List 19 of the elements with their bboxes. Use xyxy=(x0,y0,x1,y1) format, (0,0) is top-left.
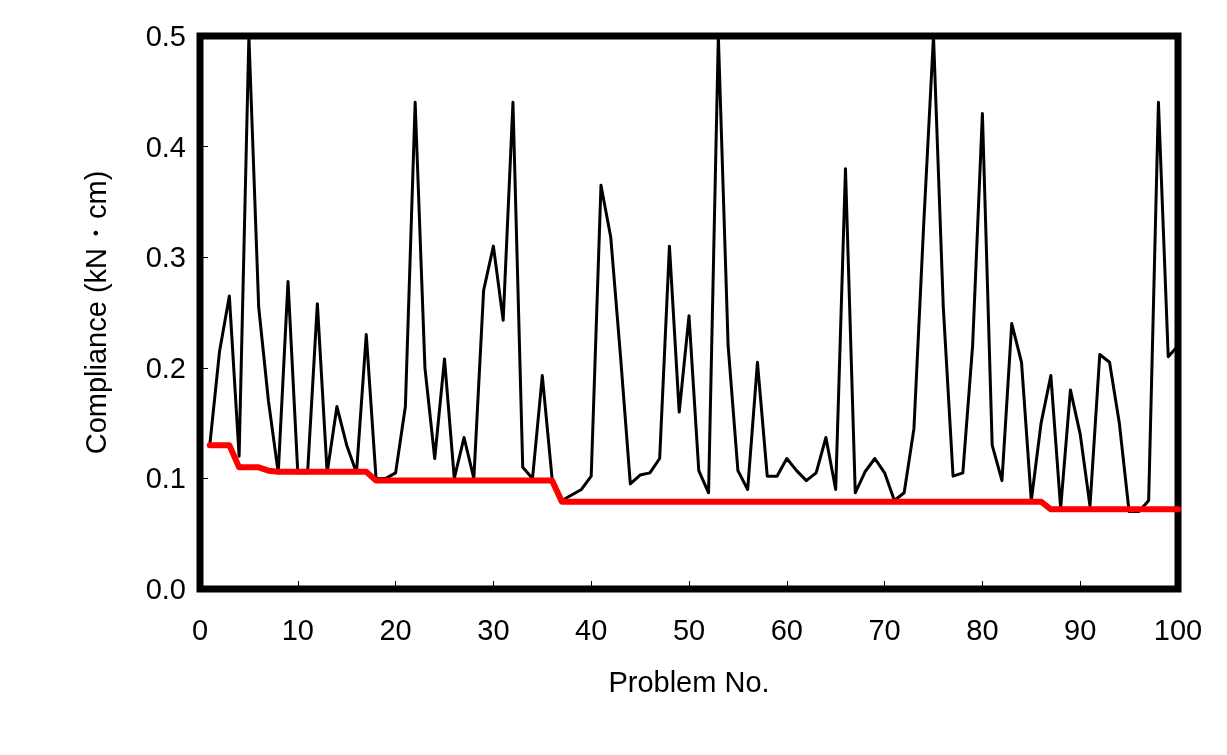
y-tick-label: 0.5 xyxy=(145,20,186,52)
y-tick-label: 0.1 xyxy=(145,462,186,495)
x-tick-label: 20 xyxy=(379,613,412,646)
x-tick-label: 10 xyxy=(281,613,314,646)
x-axis-title: Problem No. xyxy=(608,665,770,698)
x-tick-label: 100 xyxy=(1153,613,1203,646)
x-tick-label: 90 xyxy=(1064,613,1097,646)
x-tick-label: 70 xyxy=(868,613,901,646)
y-tick-label: 0.3 xyxy=(145,241,186,274)
y-tick-label: 0.0 xyxy=(145,573,186,605)
x-tick-label: 80 xyxy=(966,613,999,646)
x-tick-label: 60 xyxy=(770,613,803,646)
y-tick-label: 0.2 xyxy=(145,351,186,384)
y-axis-title: Compliance (kN・cm) xyxy=(79,170,112,455)
y-tick-label: 0.4 xyxy=(145,130,186,163)
x-tick-label: 40 xyxy=(575,613,608,646)
x-tick-label: 0 xyxy=(191,613,209,646)
x-tick-label: 30 xyxy=(477,613,510,646)
x-tick-label: 50 xyxy=(672,613,706,646)
